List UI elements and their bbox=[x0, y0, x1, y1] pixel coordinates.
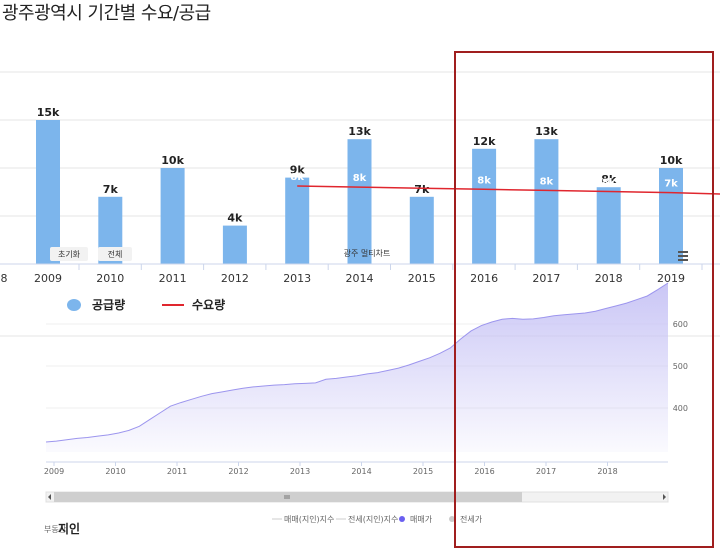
nav-x-tick: 2017 bbox=[536, 467, 556, 476]
sale-price-line bbox=[45, 282, 669, 443]
x-tick-label: 2016 bbox=[470, 272, 498, 285]
supply-bar[interactable] bbox=[659, 168, 683, 264]
supply-data-label: 13k bbox=[348, 125, 371, 138]
all-button-label[interactable]: 전체 bbox=[108, 249, 123, 259]
x-tick-label: 2014 bbox=[346, 272, 374, 285]
supply-data-label: 8k bbox=[601, 173, 617, 186]
main-legend: 공급량 수요량 bbox=[67, 298, 225, 312]
center-chart-label: 광주 멀티차트 bbox=[344, 248, 391, 258]
demand-data-label: 8k bbox=[415, 174, 429, 185]
demand-series: 8k 8k 8k 8k 8k 8k 7k bbox=[290, 172, 720, 195]
demand-data-label: 7k bbox=[664, 179, 678, 190]
supply-bars: 15k 7k 10k 4k 9k 13k 7k 12k 13k 8k 10k bbox=[36, 106, 683, 264]
x-tick-label: 2017 bbox=[532, 272, 560, 285]
menu-icon-bar bbox=[678, 255, 688, 257]
x-tick-label: 2018 bbox=[595, 272, 623, 285]
supply-data-label: 7k bbox=[103, 183, 119, 196]
demand-data-label: 8k bbox=[353, 173, 367, 184]
supply-bar[interactable] bbox=[534, 139, 559, 264]
nav-y-tick: 500 bbox=[673, 362, 688, 371]
demand-data-label: 8k bbox=[540, 176, 554, 187]
all-button[interactable] bbox=[98, 247, 132, 261]
demand-data-label: 8k bbox=[477, 175, 491, 186]
supply-bar[interactable] bbox=[36, 120, 60, 264]
demand-data-label: 8k bbox=[602, 178, 616, 189]
highlight-rectangle bbox=[454, 51, 714, 548]
supply-bar[interactable] bbox=[347, 139, 372, 264]
demand-data-label: 8k bbox=[290, 172, 304, 183]
sale-price-area bbox=[46, 283, 668, 452]
x-tick-label: 2010 bbox=[96, 272, 124, 285]
supply-data-label: 4k bbox=[227, 212, 243, 225]
nav-x-tick: 2016 bbox=[474, 467, 494, 476]
supply-data-label: 9k bbox=[290, 164, 306, 177]
highlight-box bbox=[454, 51, 714, 548]
nav-legend-label[interactable]: 매매가 bbox=[410, 515, 433, 524]
supply-data-label: 12k bbox=[473, 135, 496, 148]
nav-x-tick: 2011 bbox=[167, 467, 187, 476]
supply-bar[interactable] bbox=[160, 168, 185, 264]
supply-bar[interactable] bbox=[409, 196, 434, 264]
supply-legend-symbol[interactable] bbox=[67, 299, 81, 311]
nav-x-tick: 2013 bbox=[290, 467, 310, 476]
supply-data-label: 15k bbox=[37, 106, 60, 119]
nav-x-tick: 2014 bbox=[351, 467, 371, 476]
supply-data-label: 10k bbox=[161, 154, 184, 167]
brand-logo: 지인 bbox=[58, 521, 80, 536]
page-title: 광주광역시 기간별 수요/공급 bbox=[2, 3, 211, 24]
nav-x-tick: 2009 bbox=[44, 467, 64, 476]
nav-x-tick: 2012 bbox=[228, 467, 248, 476]
nav-legend-symbol[interactable] bbox=[399, 516, 405, 522]
scroll-right-icon[interactable] bbox=[663, 494, 666, 500]
supply-data-label: 10k bbox=[660, 154, 683, 167]
x-tick-label: 2013 bbox=[283, 272, 311, 285]
reset-button-label[interactable]: 초기화 bbox=[58, 250, 81, 259]
nav-x-tick: 2010 bbox=[105, 467, 125, 476]
x-tick-label: 2019 bbox=[657, 272, 685, 285]
supply-bar[interactable] bbox=[222, 225, 247, 264]
zoom-buttons: 초기화 전체 광주 멀티차트 bbox=[50, 247, 688, 261]
navigator-chart: 600 500 400 2009 2010 2011 2012 2013 2014 2015 201… bbox=[0, 282, 720, 536]
menu-icon-bar bbox=[678, 251, 688, 253]
supply-data-label: 7k bbox=[414, 183, 430, 196]
nav-y-tick: 600 bbox=[673, 320, 688, 329]
hamburger-menu-icon[interactable] bbox=[678, 251, 688, 261]
reset-button[interactable] bbox=[50, 247, 88, 261]
nav-y-tick: 400 bbox=[673, 404, 688, 413]
x-tick-label: 2015 bbox=[408, 272, 436, 285]
nav-legend-label[interactable]: 전세(지인)지수 bbox=[348, 514, 398, 524]
supply-bar[interactable] bbox=[285, 177, 310, 264]
supply-bar[interactable] bbox=[596, 187, 621, 264]
demand-legend-label[interactable]: 수요량 bbox=[192, 298, 225, 312]
x-tick-label-partial: 8 bbox=[1, 272, 8, 285]
supply-bar[interactable] bbox=[472, 148, 497, 264]
scrollbar-thumb[interactable] bbox=[54, 492, 522, 502]
x-axis: 2009 2010 2011 2012 2013 2014 2015 2016 2017 2018… bbox=[0, 263, 720, 285]
scroll-left-icon[interactable] bbox=[48, 494, 51, 500]
x-tick-label: 2009 bbox=[34, 272, 62, 285]
nav-legend-label[interactable]: 전세가 bbox=[460, 514, 483, 524]
nav-x-tick: 2018 bbox=[597, 467, 617, 476]
menu-icon-bar bbox=[678, 259, 688, 261]
supply-data-label: 13k bbox=[535, 125, 558, 138]
nav-legend-symbol[interactable] bbox=[449, 516, 455, 522]
nav-x-tick: 2015 bbox=[413, 467, 433, 476]
nav-legend-label[interactable]: 매매(지인)지수 bbox=[284, 514, 334, 524]
demand-line bbox=[297, 185, 720, 195]
x-tick-label: 2011 bbox=[159, 272, 187, 285]
brand-logo-small: 부동산 bbox=[44, 524, 67, 534]
x-tick-label: 2012 bbox=[221, 272, 249, 285]
supply-legend-label[interactable]: 공급량 bbox=[92, 298, 125, 312]
